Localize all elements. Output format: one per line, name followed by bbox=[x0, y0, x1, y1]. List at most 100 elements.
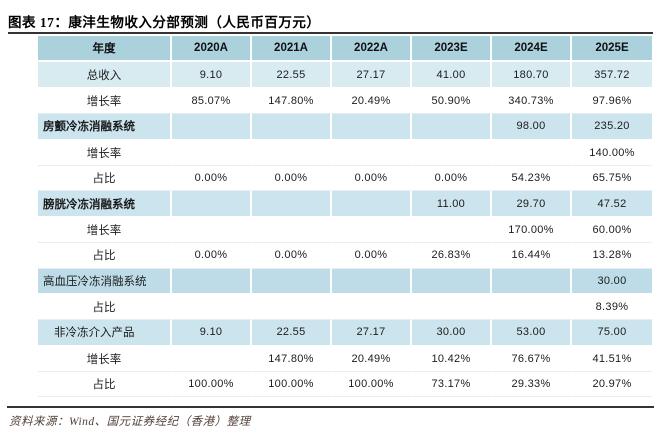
table-cell: 0.00% bbox=[332, 243, 412, 269]
row-label: 占比 bbox=[38, 294, 172, 321]
table-cell bbox=[252, 114, 332, 141]
table-cell bbox=[332, 268, 412, 295]
table-cell: 100.00% bbox=[172, 372, 252, 398]
column-header: 2023E bbox=[412, 36, 492, 63]
table-cell bbox=[252, 294, 332, 321]
table-cell bbox=[412, 294, 492, 321]
table-cell: 0.00% bbox=[252, 243, 332, 269]
table-head: 年度 2020A 2021A 2022A 2023E 2024E 2025E bbox=[38, 36, 652, 63]
table-cell: 235.20 bbox=[572, 114, 652, 141]
column-header: 2024E bbox=[492, 36, 572, 63]
table-row: 房颤冷冻消融系统 98.00 235.20 bbox=[38, 114, 652, 141]
table-cell: 54.23% bbox=[492, 165, 572, 192]
table-cell bbox=[332, 140, 412, 166]
table-cell bbox=[492, 268, 572, 295]
table-cell: 50.90% bbox=[412, 88, 492, 115]
table-cell: 20.49% bbox=[332, 346, 412, 373]
bottom-divider bbox=[7, 406, 654, 408]
table-cell bbox=[412, 268, 492, 295]
table-cell bbox=[332, 294, 412, 321]
table-cell: 20.49% bbox=[332, 88, 412, 115]
table-cell bbox=[332, 217, 412, 244]
table-cell: 85.07% bbox=[172, 88, 252, 115]
row-label: 占比 bbox=[38, 165, 172, 192]
table-cell bbox=[332, 114, 412, 141]
table-cell: 29.70 bbox=[492, 191, 572, 218]
table-cell: 147.80% bbox=[252, 346, 332, 373]
table-cell bbox=[172, 346, 252, 373]
table-cell: 100.00% bbox=[332, 372, 412, 398]
table-cell: 30.00 bbox=[412, 320, 492, 347]
table-row: 占比 100.00% 100.00% 100.00% 73.17% 29.33% 20.97… bbox=[38, 372, 652, 398]
table-cell: 340.73% bbox=[492, 88, 572, 115]
column-header: 2020A bbox=[172, 36, 252, 63]
table-cell: 41.00 bbox=[412, 62, 492, 89]
row-label: 总收入 bbox=[38, 62, 172, 89]
table-header-row: 年度 2020A 2021A 2022A 2023E 2024E 2025E bbox=[38, 36, 652, 63]
table-cell: 65.75% bbox=[572, 165, 652, 192]
table-cell: 60.00% bbox=[572, 217, 652, 244]
table-cell: 0.00% bbox=[252, 165, 332, 192]
table-row: 占比 0.00% 0.00% 0.00% 26.83% 16.44% 13.28% bbox=[38, 243, 652, 269]
table-cell bbox=[412, 217, 492, 244]
table-row: 占比 0.00% 0.00% 0.00% 0.00% 54.23% 65.75% bbox=[38, 165, 652, 192]
table-row: 增长率 85.07% 147.80% 20.49% 50.90% 340.73% 97.96… bbox=[38, 88, 652, 115]
table-row: 增长率 140.00% bbox=[38, 140, 652, 166]
table-cell bbox=[412, 140, 492, 166]
table-cell: 76.67% bbox=[492, 346, 572, 373]
row-label: 膀胱冷冻消融系统 bbox=[38, 191, 172, 218]
table-cell bbox=[492, 140, 572, 166]
table-cell: 75.00 bbox=[572, 320, 652, 347]
table-cell: 357.72 bbox=[572, 62, 652, 89]
row-label: 增长率 bbox=[38, 140, 172, 166]
row-label: 增长率 bbox=[38, 346, 172, 373]
table-cell: 13.28% bbox=[572, 243, 652, 269]
table-cell: 170.00% bbox=[492, 217, 572, 244]
table-cell bbox=[332, 191, 412, 218]
column-header: 2025E bbox=[572, 36, 652, 63]
table-cell: 22.55 bbox=[252, 62, 332, 89]
table-cell: 0.00% bbox=[332, 165, 412, 192]
table-row: 高血压冷冻消融系统 30.00 bbox=[38, 268, 652, 295]
table-cell bbox=[172, 268, 252, 295]
table-row: 增长率 170.00% 60.00% bbox=[38, 217, 652, 244]
table-cell: 0.00% bbox=[412, 165, 492, 192]
table-body: 总收入 9.10 22.55 27.17 41.00 180.70 357.72 增长率 85.… bbox=[38, 62, 652, 398]
table-cell: 29.33% bbox=[492, 372, 572, 398]
table-cell: 9.10 bbox=[172, 320, 252, 347]
row-label: 房颤冷冻消融系统 bbox=[38, 114, 172, 141]
table-cell: 27.17 bbox=[332, 62, 412, 89]
table-cell: 0.00% bbox=[172, 243, 252, 269]
table-row: 占比 8.39% bbox=[38, 294, 652, 321]
table-cell: 47.52 bbox=[572, 191, 652, 218]
column-header: 2021A bbox=[252, 36, 332, 63]
table-row: 膀胱冷冻消融系统 11.00 29.70 47.52 bbox=[38, 191, 652, 218]
table-cell: 97.96% bbox=[572, 88, 652, 115]
table-container: 年度 2020A 2021A 2022A 2023E 2024E 2025E 总收入 9.10… bbox=[38, 36, 652, 398]
table-cell: 41.51% bbox=[572, 346, 652, 373]
row-label: 增长率 bbox=[38, 217, 172, 244]
table-cell: 30.00 bbox=[572, 268, 652, 295]
table-cell: 11.00 bbox=[412, 191, 492, 218]
table-cell: 180.70 bbox=[492, 62, 572, 89]
table-cell: 73.17% bbox=[412, 372, 492, 398]
table-cell bbox=[172, 294, 252, 321]
table-cell bbox=[172, 191, 252, 218]
row-label: 占比 bbox=[38, 243, 172, 269]
revenue-forecast-table: 年度 2020A 2021A 2022A 2023E 2024E 2025E 总收入 9.10… bbox=[38, 36, 652, 398]
column-header: 2022A bbox=[332, 36, 412, 63]
table-cell: 10.42% bbox=[412, 346, 492, 373]
table-cell: 98.00 bbox=[492, 114, 572, 141]
table-cell: 16.44% bbox=[492, 243, 572, 269]
row-label: 增长率 bbox=[38, 88, 172, 115]
table-row: 增长率 147.80% 20.49% 10.42% 76.67% 41.51% bbox=[38, 346, 652, 373]
table-cell bbox=[172, 114, 252, 141]
table-cell: 20.97% bbox=[572, 372, 652, 398]
table-cell: 140.00% bbox=[572, 140, 652, 166]
table-cell: 26.83% bbox=[412, 243, 492, 269]
table-row: 非冷冻介入产品 9.10 22.55 27.17 30.00 53.00 75.00 bbox=[38, 320, 652, 347]
source-note: 资料来源：Wind、国元证券经纪（香港）整理 bbox=[9, 416, 251, 428]
table-cell: 100.00% bbox=[252, 372, 332, 398]
table-cell bbox=[252, 268, 332, 295]
